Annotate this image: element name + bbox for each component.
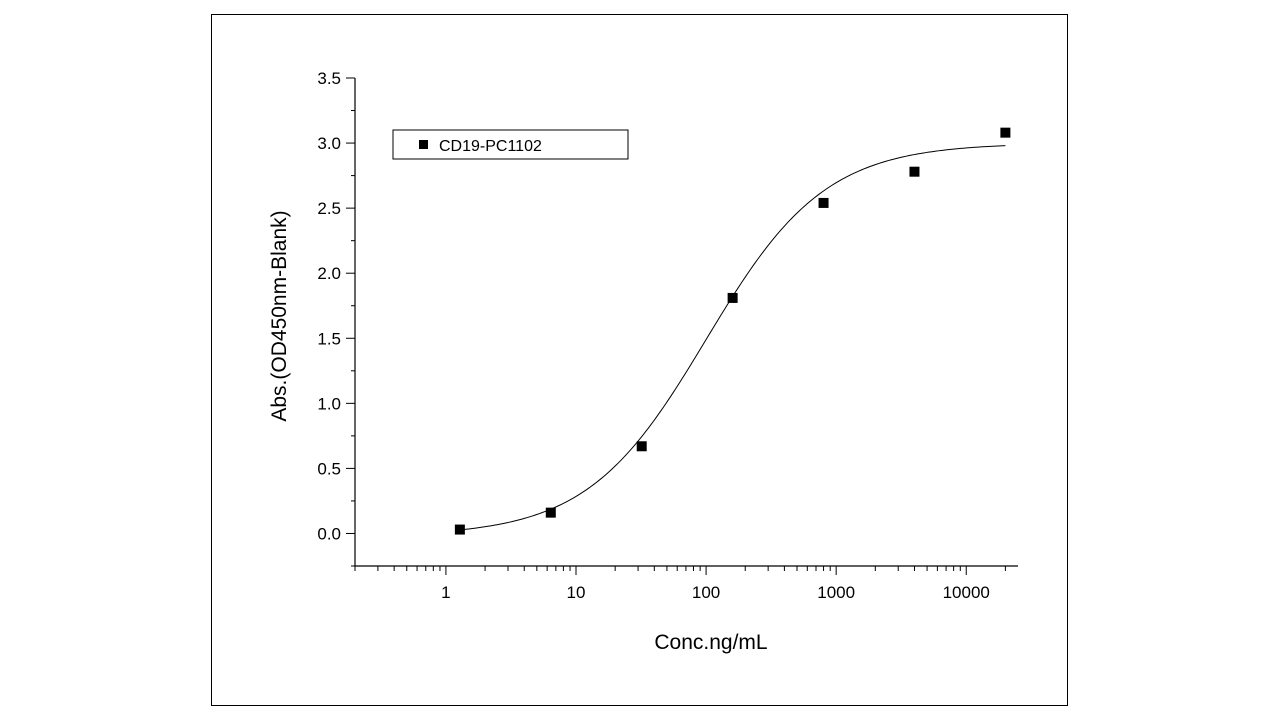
x-tick-label: 100 [692,583,720,602]
data-point [909,166,920,177]
fit-curve [459,145,1006,531]
x-tick-label: 1000 [817,583,855,602]
x-tick-label: 1 [441,583,450,602]
data-point [454,524,465,535]
legend: CD19-PC1102 [392,129,629,160]
legend-box [392,129,629,160]
legend-marker-square [419,140,428,149]
y-tick-label: 0.0 [317,524,341,543]
data-point [818,197,829,208]
data-point [1000,127,1011,138]
x-tick-label: 10000 [943,583,990,602]
data-point [636,441,647,452]
y-tick-label: 1.5 [317,329,341,348]
legend-label: CD19-PC1102 [439,138,542,155]
y-tick-label: 2.0 [317,264,341,283]
y-tick-label: 0.5 [317,459,341,478]
data-point [727,292,738,303]
y-axis-title: Abs.(OD450nm-Blank) [268,210,291,421]
data-point [545,507,556,518]
chart-frame [211,14,1068,706]
y-tick-label: 2.5 [317,199,341,218]
y-tick-label: 3.0 [317,134,341,153]
x-tick-label: 10 [567,583,586,602]
y-tick-label: 1.0 [317,394,341,413]
x-axis-title: Conc.ng/mL [654,631,767,654]
y-tick-label: 3.5 [317,69,341,88]
